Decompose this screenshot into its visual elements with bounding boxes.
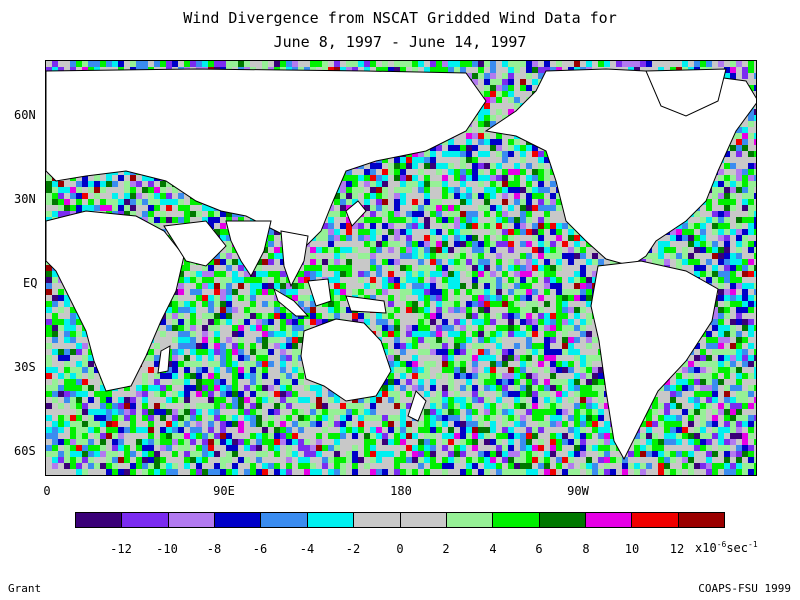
colorbar-label: -4 (299, 542, 315, 556)
lat-label-30n: 30N (14, 192, 36, 206)
colorbar-swatch (354, 513, 401, 527)
colorbar-swatch (261, 513, 308, 527)
new-zealand (407, 390, 427, 422)
map-canvas (46, 61, 756, 475)
colorbar-label: 0 (396, 542, 404, 556)
land-masses (46, 68, 756, 461)
africa (46, 210, 185, 392)
south-america (590, 260, 719, 461)
colorbar (75, 512, 725, 528)
lat-label-30s: 30S (14, 360, 36, 374)
colorbar-label: 8 (582, 542, 590, 556)
lon-label-0: 0 (43, 484, 51, 498)
colorbar-swatch (122, 513, 169, 527)
colorbar-label: -6 (252, 542, 268, 556)
colorbar-swatch (168, 513, 216, 527)
colorbar-swatch (539, 513, 586, 527)
colorbar-label: -8 (206, 542, 222, 556)
colorbar-swatch (307, 513, 355, 527)
map-title-line1: Wind Divergence from NSCAT Gridded Wind … (183, 9, 617, 27)
japan (345, 200, 367, 227)
divergence-map (45, 60, 757, 476)
colorbar-label: 2 (442, 542, 450, 556)
colorbar-label: -10 (156, 542, 178, 556)
colorbar-label: 6 (535, 542, 543, 556)
lon-label-90w: 90W (567, 484, 589, 498)
map-title-line2: June 8, 1997 - June 14, 1997 (273, 33, 527, 51)
colorbar-swatch (493, 513, 540, 527)
colorbar-label: 12 (669, 542, 685, 556)
sumatra (273, 287, 310, 317)
greenland (645, 68, 727, 117)
colorbar-swatch (215, 513, 262, 527)
indochina (280, 230, 309, 288)
lon-label-180: 180 (390, 484, 412, 498)
colorbar-label: -2 (345, 542, 361, 556)
madagascar (157, 345, 171, 374)
lat-label-60s: 60S (14, 444, 36, 458)
borneo (307, 278, 332, 307)
colorbar-label: 4 (489, 542, 497, 556)
lat-label-60n: 60N (14, 108, 36, 122)
colorbar-swatch (678, 513, 725, 527)
colorbar-swatch (446, 513, 494, 527)
organization-credit: COAPS-FSU 1999 (698, 582, 791, 595)
india (225, 220, 272, 277)
arabia (163, 220, 227, 267)
australia (300, 318, 392, 402)
colorbar-label: 10 (624, 542, 640, 556)
colorbar-label: -12 (110, 542, 132, 556)
author-credit: Grant (8, 582, 42, 595)
colorbar-swatch (585, 513, 633, 527)
colorbar-units: x10-6sec-1 (695, 540, 758, 555)
lon-label-90e: 90E (213, 484, 235, 498)
new-guinea (345, 295, 387, 314)
colorbar-swatch (632, 513, 679, 527)
colorbar-swatch (400, 513, 447, 527)
colorbar-swatch (76, 513, 123, 527)
lat-label-eq: EQ (23, 276, 38, 290)
